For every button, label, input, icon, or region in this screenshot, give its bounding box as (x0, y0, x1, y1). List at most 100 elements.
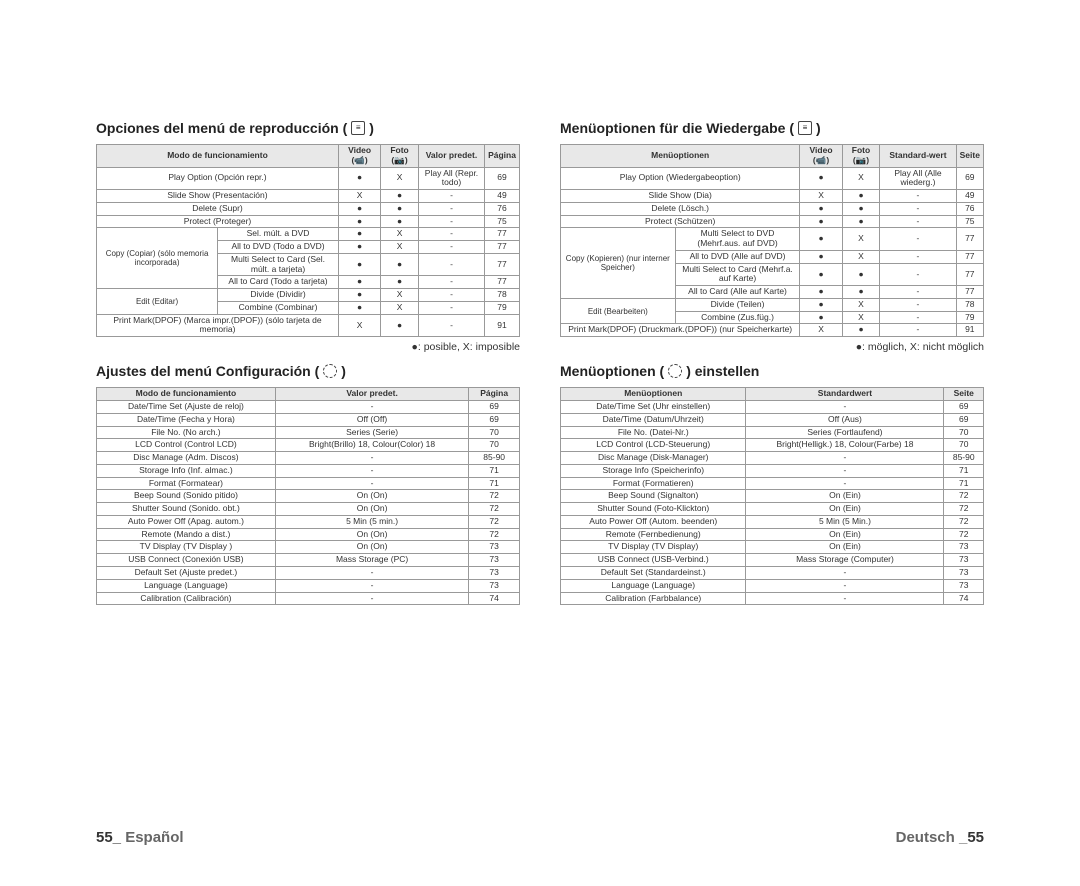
cell: 78 (485, 289, 520, 302)
cell: 73 (469, 579, 520, 592)
cell: 73 (469, 554, 520, 567)
cell: ● (338, 301, 380, 314)
cell: X (842, 311, 880, 324)
cell: Mass Storage (PC) (275, 554, 468, 567)
cell: Print Mark(DPOF) (Marca impr.(DPOF)) (só… (97, 314, 339, 337)
list-icon: ≡ (798, 121, 812, 135)
cell: Date/Time (Datum/Uhrzeit) (561, 413, 746, 426)
right-sec1-suffix: ) (816, 120, 821, 136)
cell: Beep Sound (Signalton) (561, 490, 746, 503)
right-sec1-title: Menüoptionen für die Wiedergabe ( ≡ ) (560, 120, 984, 136)
cell: - (418, 190, 484, 203)
cell: Storage Info (Inf. almac.) (97, 464, 276, 477)
cell: On (On) (275, 528, 468, 541)
cell: - (880, 228, 956, 251)
footer-right: Deutsch _55 (896, 829, 984, 846)
cell: All to Card (Alle auf Karte) (675, 286, 800, 299)
cell: 77 (485, 276, 520, 289)
page-content: Opciones del menú de reproducción ( ≡ ) … (0, 0, 1080, 645)
cell: - (746, 566, 944, 579)
table-row: Slide Show (Dia)X●-49 (561, 190, 984, 203)
cell: - (746, 579, 944, 592)
cell: 73 (944, 579, 984, 592)
cell: Auto Power Off (Autom. beenden) (561, 515, 746, 528)
cell: Date/Time Set (Ajuste de reloj) (97, 401, 276, 414)
th: Modo de funcionamiento (97, 388, 276, 401)
cell: Date/Time (Fecha y Hora) (97, 413, 276, 426)
th: Menüoptionen (561, 388, 746, 401)
table-row: Protect (Proteger)●●-75 (97, 215, 520, 228)
cell: Auto Power Off (Apag. autom.) (97, 515, 276, 528)
cell: - (418, 276, 484, 289)
table-row: Disc Manage (Disk-Manager)-85-90 (561, 452, 984, 465)
left-table-2: Modo de funcionamiento Valor predet. Pág… (96, 387, 520, 605)
table-row: USB Connect (USB-Verbind.)Mass Storage (… (561, 554, 984, 567)
cell: Remote (Fernbedienung) (561, 528, 746, 541)
cell: Series (Serie) (275, 426, 468, 439)
cell: ● (381, 202, 419, 215)
cell: On (Ein) (746, 490, 944, 503)
cell: 85-90 (944, 452, 984, 465)
cell: 91 (956, 324, 983, 337)
cell: 75 (485, 215, 520, 228)
right-table-2: Menüoptionen Standardwert Seite Date/Tim… (560, 387, 984, 605)
cell: ● (842, 286, 880, 299)
cell: 74 (469, 592, 520, 605)
table-row: Date/Time (Datum/Uhrzeit)Off (Aus)69 (561, 413, 984, 426)
left-sec2-title: Ajustes del menú Configuración ( ) (96, 363, 520, 379)
th: Seite (956, 145, 983, 168)
th: Video (📹) (800, 145, 842, 168)
table-row: Calibration (Calibración)-74 (97, 592, 520, 605)
cell: - (880, 202, 956, 215)
cell: 74 (944, 592, 984, 605)
cell: Beep Sound (Sonido pitido) (97, 490, 276, 503)
cell: X (381, 289, 419, 302)
cell: ● (842, 202, 880, 215)
cell: Date/Time Set (Uhr einstellen) (561, 401, 746, 414)
cell: ● (381, 215, 419, 228)
table-row: Format (Formatear)-71 (97, 477, 520, 490)
cell: 76 (485, 202, 520, 215)
cell: - (275, 464, 468, 477)
cell: Delete (Lösch.) (561, 202, 800, 215)
cell: X (842, 167, 880, 190)
footer-left-num: 55_ (96, 829, 121, 846)
cell: Off (Aus) (746, 413, 944, 426)
table-row: Slide Show (Presentación)X●-49 (97, 190, 520, 203)
table-row: Remote (Mando a dist.)On (On)72 (97, 528, 520, 541)
cell: - (275, 579, 468, 592)
cell: Play Option (Wiedergabeoption) (561, 167, 800, 190)
cell: Print Mark(DPOF) (Druckmark.(DPOF)) (nur… (561, 324, 800, 337)
cell: 85-90 (469, 452, 520, 465)
th: Video (📹) (338, 145, 380, 168)
right-sec2-text: Menüoptionen ( (560, 363, 664, 379)
cell: ● (800, 263, 842, 286)
th: Standard-wert (880, 145, 956, 168)
cell: 77 (956, 228, 983, 251)
cell: Series (Fortlaufend) (746, 426, 944, 439)
cell: ● (338, 202, 380, 215)
cell: Bright(Helligk.) 18, Colour(Farbe) 18 (746, 439, 944, 452)
table-row: Disc Manage (Adm. Discos)-85-90 (97, 452, 520, 465)
table-row: Play Option (Opción repr.)●XPlay All (Re… (97, 167, 520, 190)
th: Modo de funcionamiento (97, 145, 339, 168)
rowgroup-copy: Copy (Kopieren) (nur interner Speicher) (561, 228, 676, 299)
cell: Language (Language) (561, 579, 746, 592)
cell: Calibration (Calibración) (97, 592, 276, 605)
cell: Play Option (Opción repr.) (97, 167, 339, 190)
left-legend: ●: posible, X: imposible (96, 341, 520, 353)
left-table-1: Modo de funcionamiento Video (📹) Foto (📷… (96, 144, 520, 337)
right-sec2-title: Menüoptionen ( ) einstellen (560, 363, 984, 379)
th: Página (469, 388, 520, 401)
cell: File No. (Datei-Nr.) (561, 426, 746, 439)
cell: ● (800, 167, 842, 190)
table-row: Storage Info (Speicherinfo)-71 (561, 464, 984, 477)
table-row: Edit (Editar)Divide (Dividir)●X-78 (97, 289, 520, 302)
cell: Default Set (Standardeinst.) (561, 566, 746, 579)
cell: - (880, 250, 956, 263)
table-row: Remote (Fernbedienung)On (Ein)72 (561, 528, 984, 541)
cell: ● (842, 263, 880, 286)
cell: Storage Info (Speicherinfo) (561, 464, 746, 477)
cell: - (418, 289, 484, 302)
cell: X (381, 301, 419, 314)
